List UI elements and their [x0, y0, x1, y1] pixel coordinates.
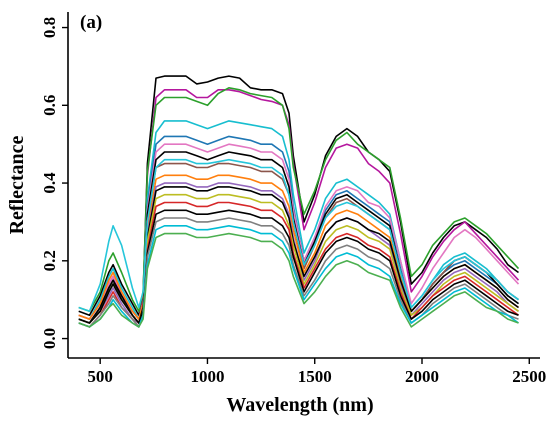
panel-label: (a): [80, 12, 102, 33]
spectra-curves: [78, 75, 520, 328]
y-tick-label: 0.2: [40, 250, 59, 271]
y-tick-label: 0.0: [40, 328, 59, 349]
x-tick-label: 1500: [298, 367, 332, 386]
y-tick-label: 0.4: [40, 172, 59, 194]
y-axis-title: Reflectance: [6, 135, 28, 234]
x-ticks: 500 1000 1500 2000 2500: [87, 358, 546, 386]
spectrum-line-1: [78, 75, 519, 316]
y-tick-label: 0.6: [40, 95, 59, 116]
x-tick-label: 500: [87, 367, 113, 386]
x-axis-title: Wavelength (nm): [226, 394, 373, 416]
spectrum-line-17: [78, 232, 519, 328]
spectrum-line-14: [78, 209, 519, 324]
x-tick-label: 2000: [405, 367, 439, 386]
spectrum-line-18: [78, 158, 519, 313]
x-tick-label: 2500: [512, 367, 546, 386]
y-ticks: 0.0 0.2 0.4 0.6 0.8: [40, 17, 68, 349]
x-tick-label: 1000: [190, 367, 224, 386]
axes: [67, 12, 540, 359]
y-tick-label: 0.8: [40, 17, 59, 38]
